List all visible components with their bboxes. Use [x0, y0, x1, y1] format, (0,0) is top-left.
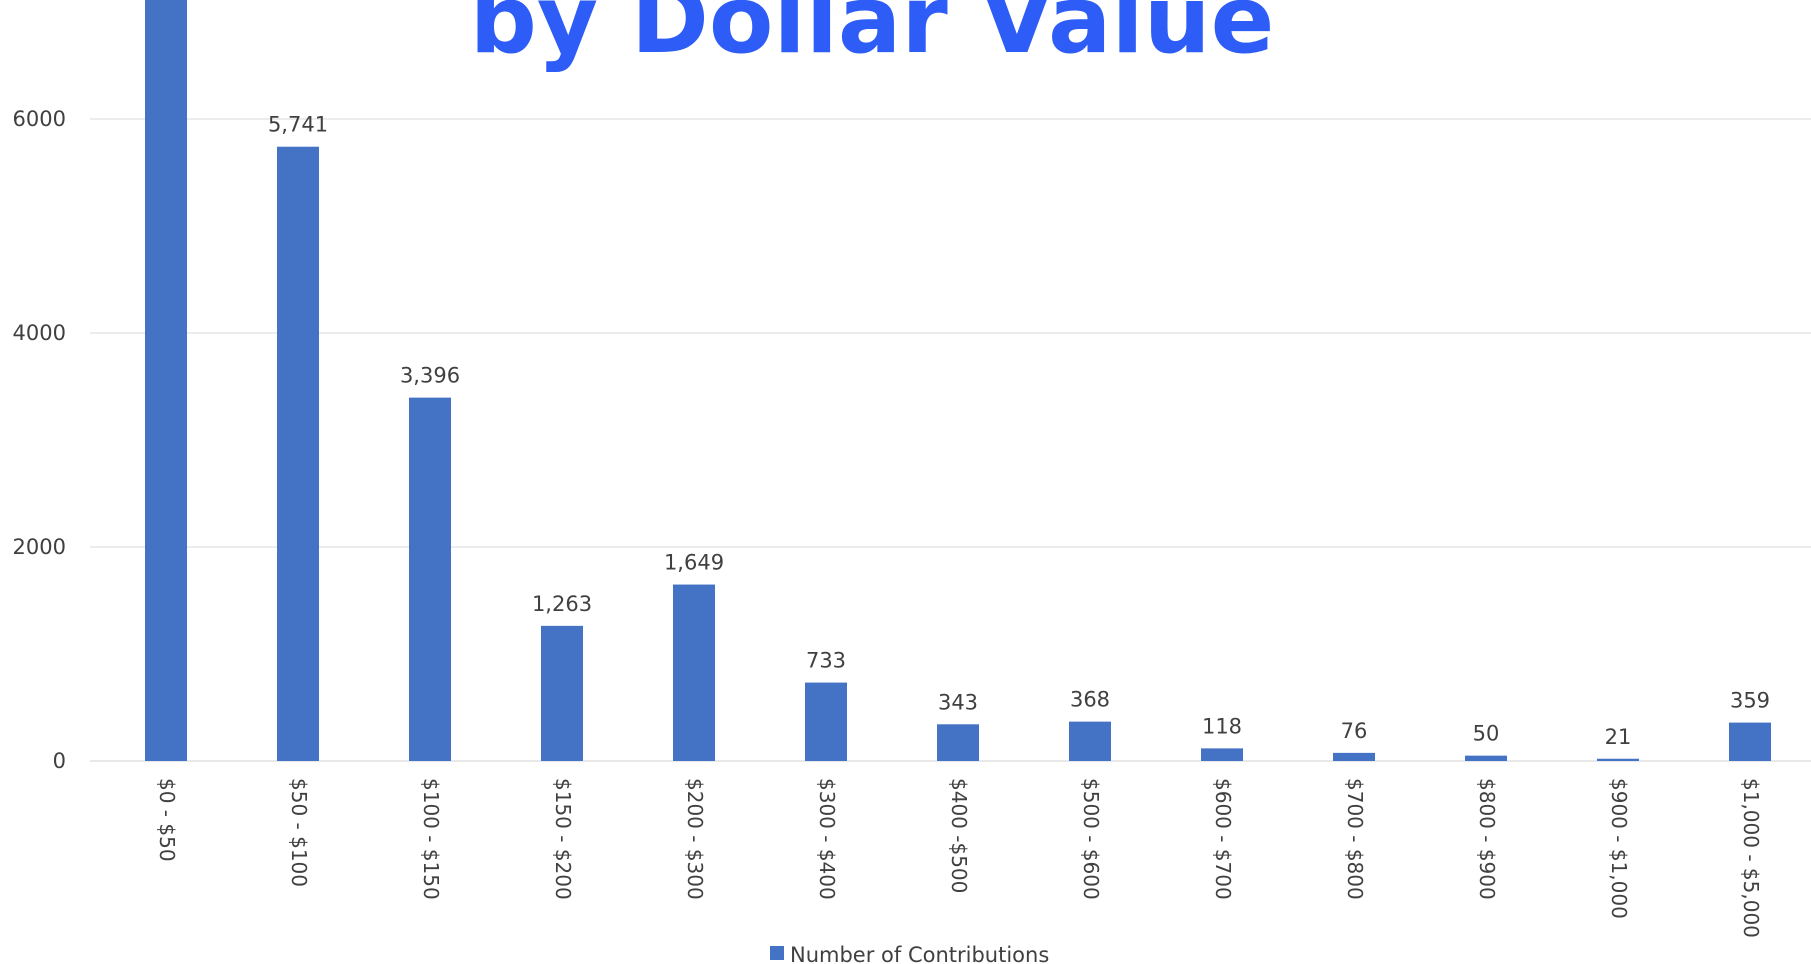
x-category-label: $300 - $400 — [815, 778, 839, 900]
bar — [1729, 722, 1771, 761]
x-category-label: $500 - $600 — [1079, 778, 1103, 900]
legend: Number of Contributions — [770, 943, 1049, 964]
data-labels: 12,5435,7413,3961,2631,64973334336811876… — [268, 113, 1770, 749]
x-category-label: $600 - $700 — [1211, 778, 1235, 900]
bar — [409, 397, 451, 761]
y-tick-label: 6000 — [13, 107, 66, 131]
data-label: 1,649 — [664, 551, 724, 575]
bar — [1597, 758, 1639, 761]
bar — [1465, 755, 1507, 761]
bar — [805, 682, 847, 761]
chart-title: by Dollar Value — [470, 0, 1275, 75]
data-label: 3,396 — [400, 364, 460, 388]
bar — [541, 625, 583, 761]
x-category-label: $0 - $50 — [155, 778, 179, 862]
x-category-label: $800 - $900 — [1475, 778, 1499, 900]
bar — [673, 584, 715, 761]
data-label: 76 — [1341, 719, 1368, 743]
x-category-label: $50 - $100 — [287, 778, 311, 887]
data-label: 343 — [938, 690, 978, 714]
x-category-label: $400 -$500 — [947, 778, 971, 893]
x-category-label: $100 - $150 — [419, 778, 443, 900]
x-category-label: $200 - $300 — [683, 778, 707, 900]
data-label: 5,741 — [268, 113, 328, 137]
bar — [937, 724, 979, 761]
x-category-label: $150 - $200 — [551, 778, 575, 900]
bar — [1333, 752, 1375, 761]
data-label: 368 — [1070, 688, 1110, 712]
data-label: 733 — [806, 649, 846, 673]
y-tick-label: 4000 — [13, 321, 66, 345]
x-category-label: $900 - $1,000 — [1607, 778, 1631, 919]
y-tick-label: 0 — [53, 749, 66, 773]
bar — [1069, 721, 1111, 761]
x-category-label: $700 - $800 — [1343, 778, 1367, 900]
bars — [145, 0, 1771, 761]
data-label: 118 — [1202, 714, 1242, 738]
legend-label: Number of Contributions — [790, 943, 1049, 964]
bar — [145, 0, 187, 761]
x-axis-category-labels: $0 - $50 $50 - $100 $100 - $150 $150 - $200… — [155, 778, 1763, 938]
gridlines — [90, 118, 1811, 762]
legend-swatch — [770, 946, 784, 960]
y-tick-label: 2000 — [13, 535, 66, 559]
x-category-label: $1,000 - $5,000 — [1739, 778, 1763, 938]
bar — [277, 146, 319, 761]
data-label: 50 — [1473, 722, 1500, 746]
data-label: 359 — [1730, 689, 1770, 713]
y-axis-tick-labels: 02000400060008000100001200014000 — [13, 107, 66, 773]
data-label: 21 — [1605, 725, 1632, 749]
bar — [1201, 748, 1243, 761]
data-label: 1,263 — [532, 592, 592, 616]
